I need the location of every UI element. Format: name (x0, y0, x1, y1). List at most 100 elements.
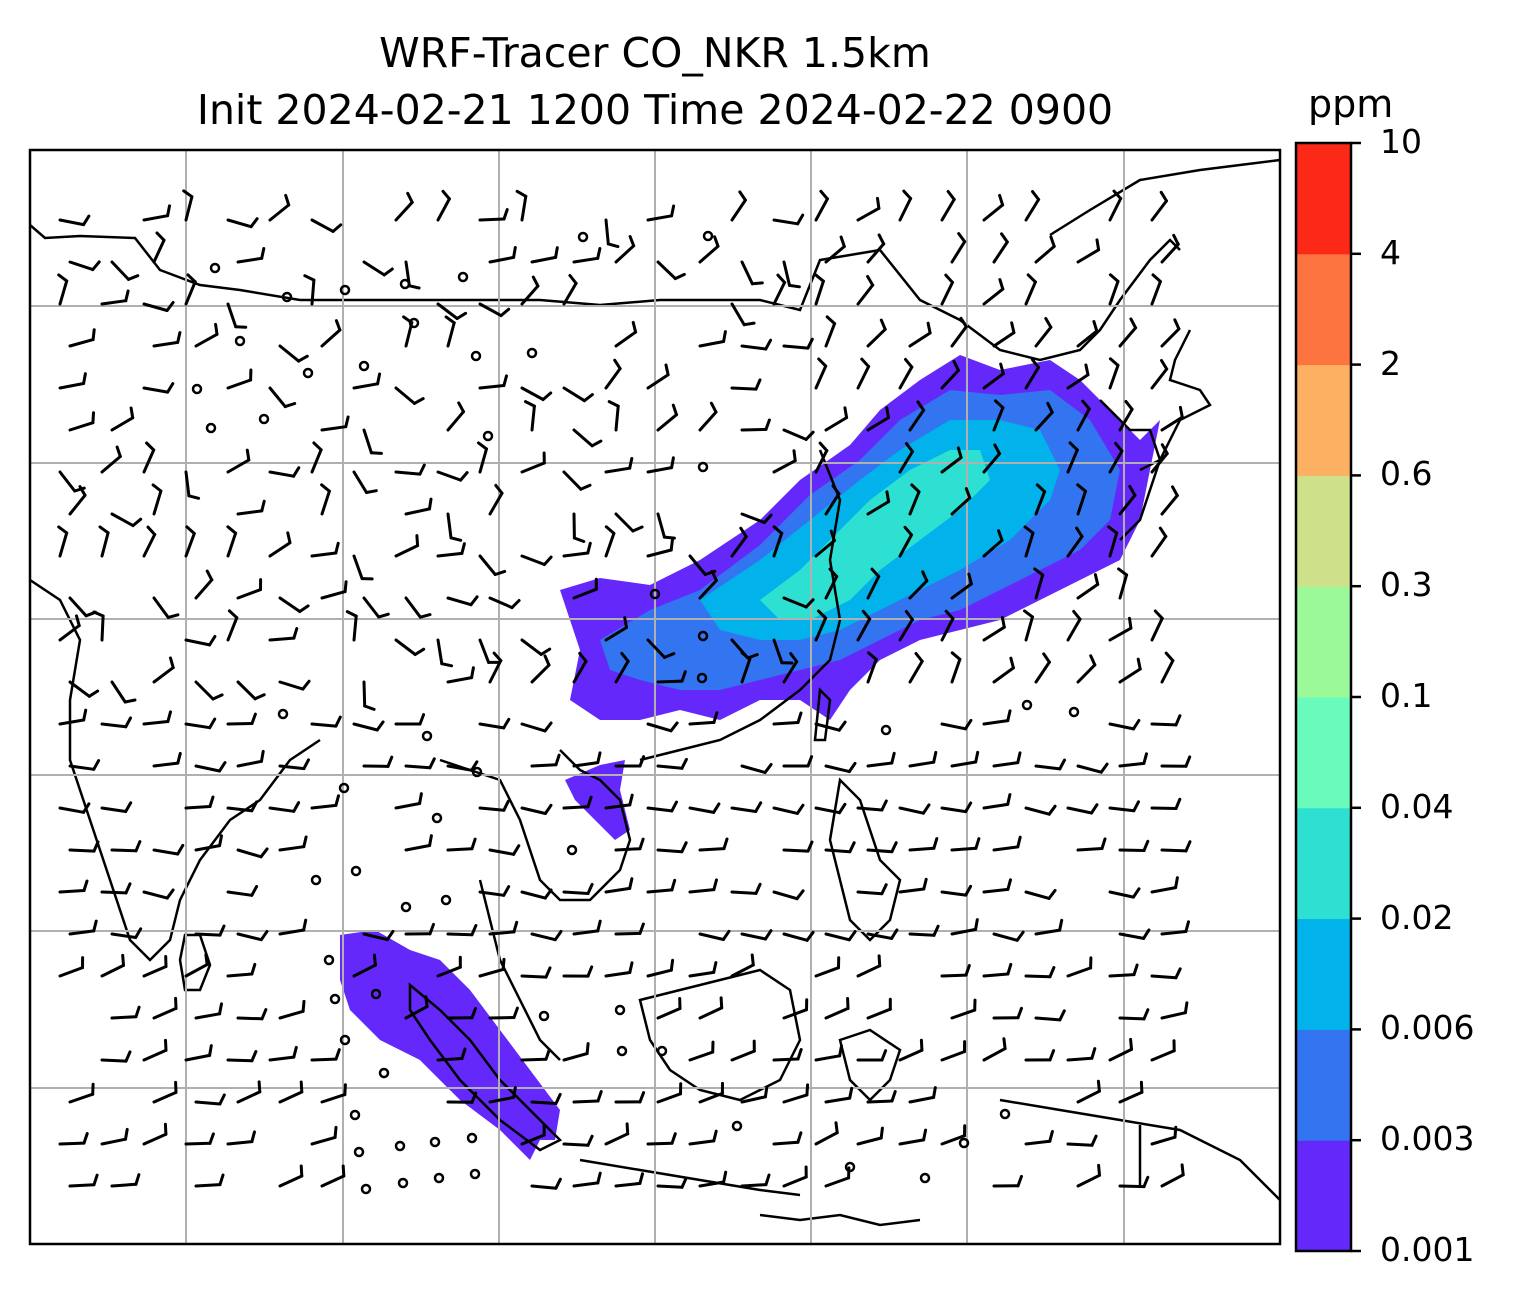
wind-barb-flag (1084, 363, 1090, 377)
wind-barb (1076, 764, 1103, 774)
wind-barb-flag (680, 1176, 688, 1189)
wind-barb-flag (176, 331, 182, 344)
wind-barb (898, 450, 914, 474)
wind-barb-flag (127, 274, 140, 281)
wind-barb-flag (428, 922, 435, 936)
wind-barb-flag (877, 233, 886, 246)
wind-barb (982, 203, 1005, 222)
wind-barb (1108, 363, 1120, 390)
wind-barb (58, 279, 69, 306)
wind-barb-calm (302, 367, 314, 379)
wind-barb (898, 533, 913, 558)
wind-barb (68, 680, 91, 698)
wind-barb-flag (952, 359, 960, 372)
wind-barb (730, 890, 758, 895)
plume-south-indochina (565, 760, 630, 840)
wind-barb (782, 848, 810, 853)
wind-barb-flag (669, 958, 675, 972)
wind-barb-flag (1044, 317, 1053, 329)
wind-barb (824, 764, 851, 774)
wind-barb-flag (208, 1132, 215, 1145)
wind-barb (520, 386, 545, 401)
wind-barb-flag (459, 471, 469, 482)
wind-barb-flag (303, 274, 316, 282)
wind-barb-flag (334, 541, 340, 555)
wind-barb-flag (860, 357, 871, 368)
wind-barb-flag (762, 513, 773, 524)
wind-barb (740, 1095, 767, 1104)
wind-barb-flag (166, 613, 180, 619)
wind-barb-flag (377, 612, 390, 619)
wind-barb-flag (993, 443, 1001, 456)
wind-barb (814, 966, 840, 978)
wind-barb-flag (1159, 190, 1168, 203)
wind-barb-flag (885, 406, 890, 420)
wind-barb (100, 531, 110, 558)
colorbar-tick-label: 0.003 (1380, 1119, 1475, 1159)
wind-barb-flag (946, 190, 956, 201)
wind-barb-flag (998, 193, 1005, 207)
wind-barb (1108, 279, 1120, 306)
wind-barb (1160, 494, 1179, 516)
wind-barb (226, 1140, 254, 1146)
wind-barb (1034, 928, 1062, 936)
wind-barb (824, 575, 839, 600)
wind-barb-flag (831, 484, 841, 496)
wind-barb (614, 931, 642, 936)
wind-barb (152, 761, 180, 768)
wind-barb (58, 624, 81, 642)
wind-barb (226, 531, 238, 558)
wind-barb-flag (166, 382, 175, 394)
wind-barb (446, 847, 474, 852)
wind-barb-flag (250, 800, 258, 813)
wind-barb (656, 1092, 682, 1104)
wind-barb-flag (260, 247, 266, 260)
wind-barb-flag (847, 930, 857, 942)
wind-barb-flag (788, 283, 801, 289)
wind-barb-flag (596, 247, 602, 260)
wind-barb-flag (554, 753, 561, 767)
wind-barb-flag (82, 372, 87, 385)
wind-barb-calm (482, 430, 494, 442)
wind-barb (562, 1052, 589, 1062)
wind-barb (488, 596, 514, 610)
wind-barb (520, 461, 546, 474)
wind-barb-calm (310, 874, 322, 886)
wind-barb (1118, 761, 1146, 768)
wind-barb (68, 338, 95, 348)
wind-barb-flag (713, 235, 720, 248)
wind-barb (1160, 659, 1175, 684)
wind-barb-flag (1042, 652, 1051, 664)
wind-barb (866, 932, 894, 940)
wind-barb-flag (638, 1172, 644, 1185)
wind-barb (824, 932, 851, 942)
wind-barb-flag (804, 598, 815, 609)
wind-barb (310, 448, 323, 474)
wind-barb (488, 1095, 516, 1104)
wind-barb (184, 532, 196, 558)
wind-barb (856, 365, 871, 390)
wind-barb (604, 803, 632, 810)
wind-barb (226, 972, 254, 978)
wind-barb-flag (1089, 654, 1097, 667)
wind-barb (520, 554, 546, 566)
wind-barb (394, 386, 416, 405)
colorbar-tick-label: 2 (1380, 343, 1401, 383)
wind-barb (530, 1100, 558, 1105)
wind-barb-flag (151, 483, 163, 493)
wind-barb-flag (596, 1090, 603, 1103)
wind-barb-flag (789, 652, 799, 664)
wind-barb (436, 965, 462, 978)
wind-barb (436, 302, 459, 320)
wind-barb (1160, 1173, 1185, 1188)
wind-barb (908, 659, 924, 684)
wind-barb (194, 332, 219, 348)
wind-barb (614, 404, 620, 432)
wind-barb-flag (301, 679, 311, 691)
wind-barb (68, 260, 95, 272)
wind-barb-flag (250, 1050, 258, 1063)
wind-barb (520, 1057, 548, 1062)
wind-barb (100, 806, 128, 813)
wind-barb-flag (186, 273, 197, 284)
wind-barb (352, 470, 368, 494)
